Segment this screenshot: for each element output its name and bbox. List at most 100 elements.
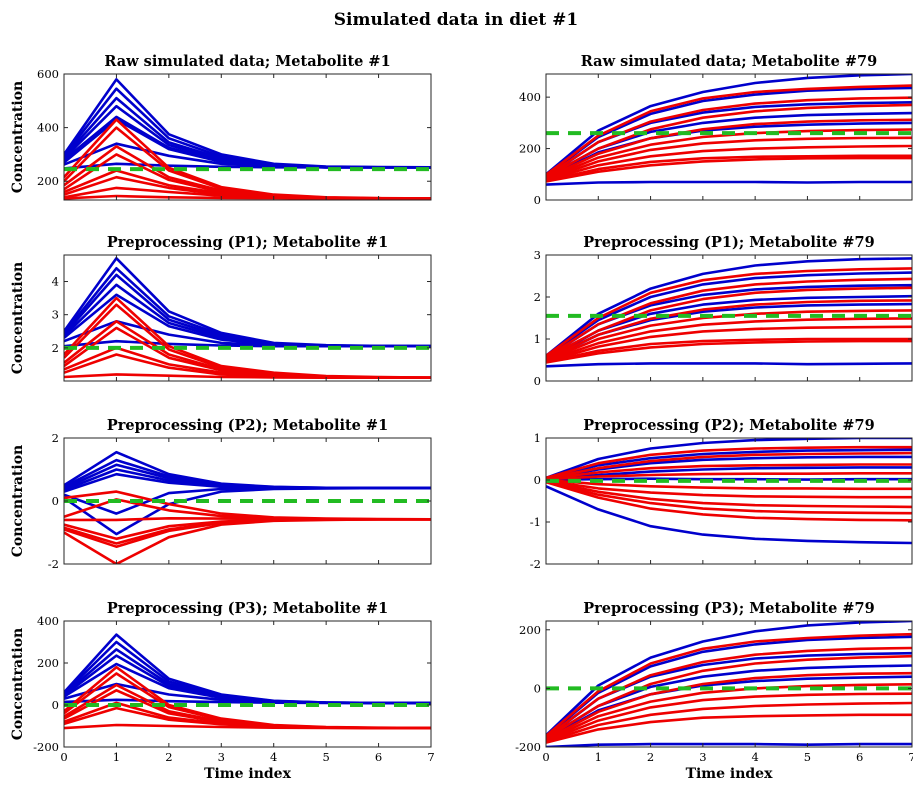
y-tick-label: 400 [519, 90, 541, 104]
y-tick-label: 0 [534, 374, 541, 388]
series-line-red-12 [546, 136, 912, 181]
series-line-red-11 [546, 683, 912, 742]
y-tick-label: 200 [37, 656, 59, 670]
y-tick-label: 400 [37, 121, 59, 135]
series-line-red-14 [546, 337, 912, 364]
figure-title: Simulated data in diet #1 [334, 10, 578, 30]
series-line-red-9 [546, 463, 912, 480]
y-axis-label: Concentration [10, 628, 26, 741]
y-tick-label: 200 [519, 623, 541, 637]
series-line-red-7 [546, 267, 912, 357]
y-tick-label: 600 [37, 67, 59, 81]
series-line-red-14 [546, 480, 912, 515]
subplot-7: Preprocessing (P3); Metabolite #1 0 1 2 3 4 5 6… [10, 600, 435, 782]
x-tick-label: 4 [751, 750, 758, 764]
subplot-title: Raw simulated data; Metabolite #1 [104, 53, 390, 70]
series-line-red-10 [546, 671, 912, 741]
y-axis-label: Concentration [10, 81, 26, 194]
series-line-red-12 [546, 479, 912, 499]
y-tick-label: 1 [534, 431, 541, 445]
x-tick-label: 7 [908, 750, 913, 764]
subplot-title: Preprocessing (P2); Metabolite #79 [583, 417, 874, 434]
series-line-red-8 [64, 490, 431, 521]
series-line-blue-8 [64, 162, 431, 170]
series-line-red-9 [546, 103, 912, 179]
x-tick-label: 0 [60, 750, 67, 764]
y-tick-label: 0 [534, 193, 541, 207]
y-tick-label: 3 [534, 248, 541, 262]
series-line-red-13 [546, 144, 912, 182]
series-line-red-7 [546, 84, 912, 176]
y-tick-label: 1 [534, 332, 541, 346]
series-lines [64, 256, 431, 380]
series-line-blue-7 [64, 486, 431, 536]
series-line-blue-3 [546, 455, 912, 480]
y-tick-label: 0 [52, 494, 59, 508]
series-line-red-10 [546, 299, 912, 361]
y-axis-label: Concentration [10, 445, 26, 558]
series-line-red-14 [64, 517, 431, 564]
series-lines [546, 621, 912, 747]
x-axis-label: Time index [686, 766, 774, 782]
series-lines [64, 633, 431, 730]
subplot-title: Preprocessing (P1); Metabolite #79 [583, 234, 874, 251]
subplot-title: Preprocessing (P1); Metabolite #1 [107, 234, 388, 251]
series-line-red-14 [64, 723, 431, 730]
subplot-5: Preprocessing (P2); Metabolite #1 -2 0 2 Con… [10, 417, 432, 571]
series-line-red-14 [546, 713, 912, 744]
x-tick-label: 0 [542, 750, 549, 764]
y-tick-label: -1 [530, 515, 541, 529]
series-lines [64, 450, 431, 564]
y-tick-label: -200 [515, 740, 541, 754]
y-tick-label: 2 [52, 431, 59, 445]
series-line-blue-2 [546, 86, 912, 177]
y-tick-label: -2 [48, 557, 59, 571]
y-tick-label: 0 [534, 473, 541, 487]
series-line-red-8 [546, 277, 912, 359]
series-line-red-13 [64, 169, 431, 200]
series-line-blue-6 [546, 180, 912, 186]
y-tick-label: 0 [534, 681, 541, 695]
series-line-blue-6 [546, 742, 912, 747]
subplot-4: Preprocessing (P1); Metabolite #79 0 1 2 3 [534, 234, 913, 388]
x-tick-label: 1 [595, 750, 602, 764]
series-line-red-13 [546, 701, 912, 743]
subplot-1: Raw simulated data; Metabolite #1 200 400 6… [10, 53, 432, 201]
series-line-red-15 [546, 339, 912, 364]
y-tick-label: 2 [52, 341, 59, 355]
series-lines [546, 74, 912, 186]
y-tick-label: -200 [33, 740, 59, 754]
series-line-red-15 [546, 156, 912, 183]
axes-box [545, 437, 913, 565]
x-axis-label: Time index [204, 766, 292, 782]
series-line-red-13 [546, 480, 912, 509]
axes-box [545, 254, 913, 382]
series-line-blue-7 [64, 698, 431, 705]
subplot-title: Preprocessing (P3); Metabolite #79 [583, 600, 874, 617]
subplot-8: Preprocessing (P3); Metabolite #79 0 1 2 3 4 5… [515, 600, 913, 782]
series-line-red-10 [546, 471, 912, 481]
series-line-red-8 [546, 646, 912, 739]
series-line-blue-1 [546, 621, 912, 737]
x-tick-label: 2 [165, 750, 172, 764]
x-tick-label: 4 [270, 750, 277, 764]
y-tick-label: 200 [37, 174, 59, 188]
series-line-blue-1 [546, 74, 912, 176]
series-line-red-9 [546, 654, 912, 740]
x-tick-label: 2 [647, 750, 654, 764]
subplot-2: Raw simulated data; Metabolite #79 0 200 40… [519, 53, 913, 207]
subplot-3: Preprocessing (P1); Metabolite #1 2 3 4 Conc… [10, 234, 432, 382]
series-line-blue-4 [546, 466, 912, 481]
series-line-red-12 [546, 692, 912, 743]
y-tick-label: 400 [37, 614, 59, 628]
y-tick-label: 2 [534, 290, 541, 304]
series-line-blue-2 [546, 635, 912, 738]
series-line-red-16 [64, 194, 431, 200]
axes-box [63, 254, 432, 382]
x-tick-label: 5 [322, 750, 329, 764]
series-lines [546, 438, 912, 545]
y-tick-label: -2 [530, 557, 541, 571]
y-tick-label: 3 [52, 308, 59, 322]
x-tick-label: 6 [375, 750, 382, 764]
axes-box [545, 620, 913, 748]
